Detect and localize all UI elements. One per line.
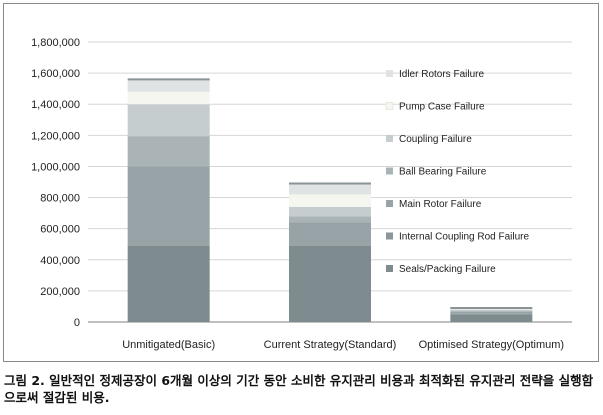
legend-swatch [386,232,393,240]
y-tick-label: 0 [74,317,80,329]
bar-segment [289,245,371,322]
y-tick-label: 400,000 [40,255,80,267]
legend-swatch [385,102,394,110]
legend-entry-label: Pump Case Failure [399,102,485,113]
legend-entry-label: Internal Coupling Rod Failure [399,232,530,243]
legend-swatch [386,70,393,77]
legend-entry-label: Idler Rotors Failure [399,69,484,80]
y-tick-label: 600,000 [40,224,80,236]
y-tick-label: 1,800,000 [31,37,80,49]
bar-segment [450,311,533,314]
legend-swatch [386,200,393,207]
y-axis-tick-labels: 0 200,000 400,000 600,000 800,000 1,000,000 1,… [31,37,80,329]
y-tick-label: 1,600,000 [31,68,80,80]
bar-segment [127,245,210,322]
y-tick-label: 800,000 [40,193,80,205]
bar-segment [450,309,533,311]
bar-segment [289,206,371,217]
legend-swatch [386,135,393,142]
chart-frame: 0 200,000 400,000 600,000 800,000 1,000,000 1,… [3,3,599,362]
legend-entry-label: Seals/Packing Failure [399,264,496,275]
x-category-label: Current Strategy(Standard) [264,339,397,351]
bar-segment [127,244,210,246]
x-axis-category-labels: Unmitigated(Basic) Current Strategy(Stand… [122,339,564,351]
bar-segment [127,79,210,92]
y-tick-label: 200,000 [40,286,80,298]
bar-segment [127,136,210,167]
bar-segment [450,308,533,310]
legend: Idler Rotors Failure Pump Case Failure Cou… [385,69,530,275]
y-tick-label: 1,000,000 [31,161,80,173]
stacked-bar-chart: 0 200,000 400,000 600,000 800,000 1,000,000 1,… [31,37,572,351]
x-category-label: Unmitigated(Basic) [122,339,215,351]
legend-entry-label: Main Rotor Failure [399,199,482,210]
figure-caption: 그림 2. 일반적인 정제공장이 6개월 이상의 기간 동안 소비한 유지관리 … [4,373,594,405]
bar-segment [289,222,371,245]
bar-segment [127,91,210,105]
bar-segment [450,310,533,312]
bars [127,78,533,322]
x-category-label: Optimised Strategy(Optimum) [419,339,564,351]
legend-entry-label: Ball Bearing Failure [399,167,487,178]
bar-segment [289,216,371,223]
bar-segment [289,244,371,246]
legend-entry-label: Coupling Failure [399,134,472,145]
y-tick-label: 1,400,000 [31,99,80,111]
bar-segment [127,166,210,245]
bar-segment [289,194,371,207]
bar-segment [127,104,210,137]
bar-segment [289,183,371,195]
y-tick-label: 1,200,000 [31,130,80,142]
legend-swatch [386,167,393,175]
bar-segment [450,314,533,322]
legend-swatch [386,265,393,272]
